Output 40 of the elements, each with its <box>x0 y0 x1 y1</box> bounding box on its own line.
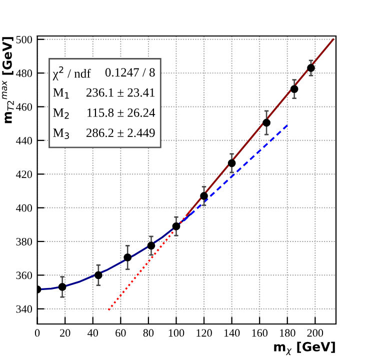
annotation: 286.2 ± 2.449 <box>86 128 155 138</box>
x-tick-label: 120 <box>196 329 212 337</box>
point <box>147 242 156 250</box>
annotation: 236.1 ± 23.41 <box>86 88 155 97</box>
y-tick-label: 380 <box>16 238 32 246</box>
point <box>94 271 102 280</box>
annotation: M$_{2}$ <box>53 108 69 119</box>
y-tick-label: 420 <box>16 170 32 178</box>
point <box>262 118 270 127</box>
annotation: M$_{3}$ <box>53 128 69 140</box>
y-axis-title: m$_{T2}$$^{max}$ [GeV] <box>2 37 14 124</box>
point <box>172 222 180 230</box>
y-tick-label: 500 <box>16 36 32 44</box>
y-tick-label: 440 <box>16 136 32 144</box>
point <box>58 282 66 291</box>
y-tick-label: 480 <box>16 70 32 78</box>
y-tick-label: 360 <box>16 272 32 280</box>
x-axis-title: m$_{χ}$ [GeV] <box>274 342 335 356</box>
x-tick-label: 140 <box>224 329 240 337</box>
y-tick-label: 460 <box>16 103 32 111</box>
annotation: 0.1247 / 8 <box>105 68 155 77</box>
x-tick-label: 20 <box>60 329 70 337</box>
point <box>290 85 298 94</box>
x-tick-label: 180 <box>280 329 296 337</box>
x-tick-label: 160 <box>252 329 268 337</box>
annotation: χ$^{2}$ / ndf <box>52 66 91 80</box>
point <box>124 254 132 262</box>
x-tick-label: 200 <box>307 329 324 337</box>
x-tick-label: 100 <box>168 329 184 337</box>
x-tick-label: 80 <box>143 329 154 337</box>
x-tick-label: 40 <box>88 329 98 337</box>
y-tick-label: 400 <box>16 204 32 212</box>
annotation: M$_{1}$ <box>53 88 69 99</box>
point <box>200 192 208 200</box>
point <box>228 159 236 168</box>
x-tick-label: 0 <box>34 329 40 337</box>
annotation: 115.8 ± 26.24 <box>87 108 156 117</box>
y-tick-label: 340 <box>16 305 32 313</box>
x-tick-label: 60 <box>116 329 126 337</box>
point <box>307 64 315 72</box>
